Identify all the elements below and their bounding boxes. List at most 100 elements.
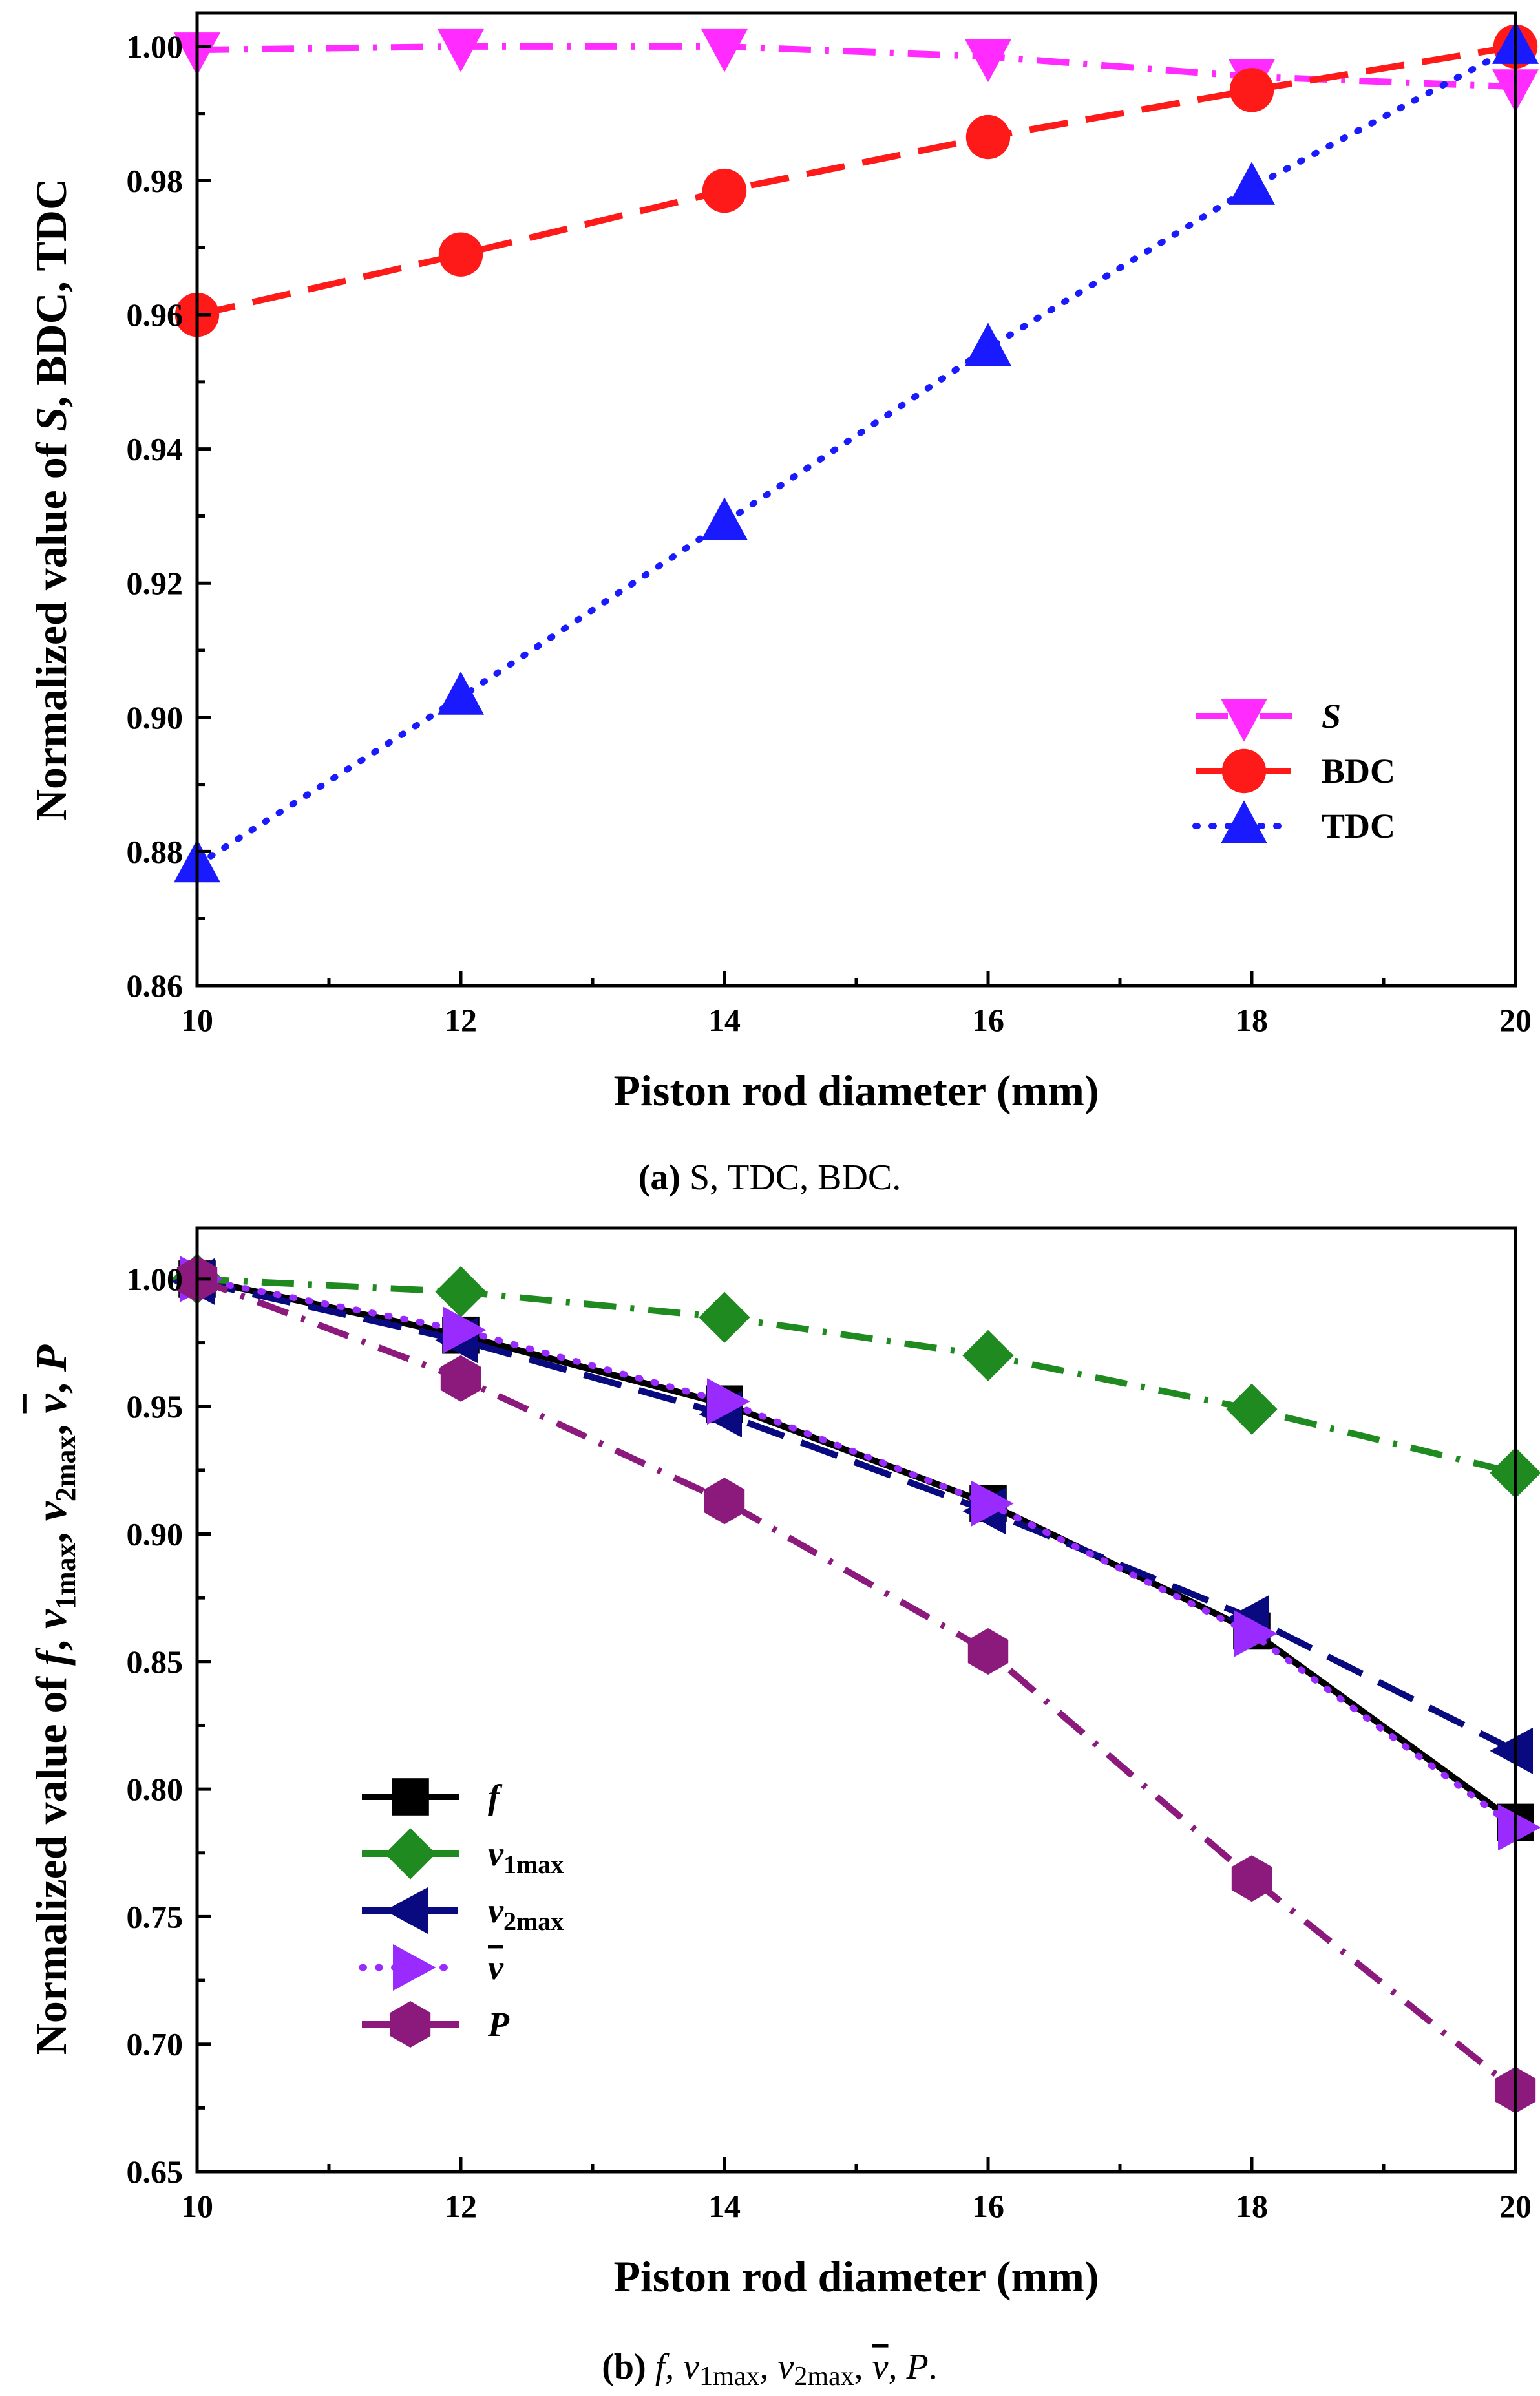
panel-b-series-v-bar-point	[971, 1480, 1014, 1527]
panel-a-series-tdc-point	[965, 323, 1011, 366]
panel-b-chart: 10 12 14 16 18 20 0.65 0.70 0.75 0.80 0.85 0.90 0.95…	[26, 1226, 1540, 2391]
panel-a-series-tdc-point	[1229, 162, 1275, 205]
panel-a-y-tick-label: 0.86	[127, 968, 184, 1004]
panel-b-legend-label: v	[488, 1948, 504, 1987]
panel-b-caption-part	[646, 2347, 655, 2387]
panel-b-series-v-bar-point	[1234, 1610, 1278, 1657]
panel-b-y-axis-title-part: P	[26, 1344, 76, 1372]
panel-b-caption-part: v	[683, 2347, 699, 2387]
panel-b-legend-entry: P	[362, 2001, 510, 2048]
panel-a-y-axis-title-part: , BDC, TDC	[26, 178, 76, 407]
panel-b-y-tick-label: 0.70	[127, 2026, 184, 2062]
panel-a-caption: (a) S, TDC, BDC.	[638, 1158, 902, 1198]
panel-a-series-bdc-point	[965, 114, 1011, 160]
panel-a-x-tick-label: 10	[181, 1002, 213, 1038]
panel-b-y-axis-title-part: ,	[26, 1629, 76, 1651]
panel-b-y-axis-title-part: 1max	[50, 1543, 81, 1609]
panel-b-y-tick-label: 1.00	[127, 1261, 184, 1297]
panel-a-y-tick-label: 0.88	[127, 833, 184, 869]
panel-b-y-axis-title-part: Normalized value of	[26, 1666, 76, 2055]
panel-b-legend-entry: v1max	[362, 1828, 564, 1880]
panel-b-x-tick-label: 14	[708, 2188, 741, 2224]
panel-b-y-tick-label: 0.90	[127, 1516, 184, 1553]
panel-a-legend-label-name: BDC	[1322, 752, 1395, 790]
panel-b-legend-marker	[385, 1828, 436, 1880]
panel-b-series-v1max-point	[962, 1330, 1014, 1381]
panel-b-legend-entry: f	[362, 1777, 503, 1816]
panel-b-legend-marker	[390, 2001, 431, 2048]
panel-b-caption-part: ,	[759, 2347, 777, 2387]
panel-a-legend-marker	[1221, 699, 1267, 742]
panel-a-y-tick-label: 0.90	[127, 699, 184, 736]
panel-a-x-tick-label: 14	[708, 1002, 741, 1038]
panel-b-series-v-bar-point	[443, 1306, 487, 1353]
panel-b-series-v1max-point	[1226, 1383, 1278, 1435]
panel-a-x-tick-label: 20	[1499, 1002, 1532, 1038]
panel-a-caption-text	[680, 1158, 690, 1198]
panel-b-caption-label: (b)	[602, 2347, 646, 2387]
panel-a-caption-text: S, TDC, BDC.	[690, 1158, 901, 1198]
panel-b-series-v-bar-line	[194, 1275, 1519, 1831]
panel-b-legend-label-name: f	[488, 1777, 503, 1816]
panel-a-legend-label: BDC	[1322, 752, 1395, 790]
panel-b-legend-label: f	[488, 1777, 503, 1816]
panel-a-legend: S BDC TDC	[1192, 697, 1395, 845]
panel-b-y-axis-title-part: ,	[26, 1413, 76, 1435]
panel-b-series-p-point	[704, 1478, 745, 1525]
panel-b-series-p-point	[967, 1628, 1009, 1675]
panel-a-series-s-line	[196, 43, 1516, 90]
panel-b-caption-part: v	[872, 2347, 889, 2387]
panel-a-legend-entry: BDC	[1196, 748, 1395, 794]
panel-a-y-tick-label: 0.96	[127, 297, 184, 333]
panel-a-y-axis-title-part: S	[26, 407, 76, 432]
panel-a-chart: 10 12 14 16 18 20 0.86 0.88 0.90 0.92 0.94 0.96 0.98…	[26, 11, 1539, 1198]
panel-b-series-v-bar-point	[707, 1378, 750, 1425]
panel-a-series-bdc-point	[702, 168, 747, 213]
panel-b-legend-label-name: v	[488, 1948, 504, 1987]
panel-b-x-tick-label: 10	[181, 2188, 213, 2224]
panel-a-legend-entry: S	[1196, 697, 1341, 742]
panel-a-y-axis-title: Normalized value of S, BDC, TDC	[26, 178, 76, 821]
panel-b-x-tick-label: 12	[445, 2188, 477, 2224]
panel-b-y-axis-title-part: v	[26, 1609, 76, 1629]
panel-a-series-tdc-point	[701, 497, 748, 540]
panel-b-legend-label: v1max	[488, 1834, 564, 1879]
panel-a-x-tick-label: 16	[972, 1002, 1004, 1038]
panel-b-caption-part: 2max	[794, 2362, 854, 2391]
panel-b-series-p-point	[440, 1355, 481, 1402]
panel-b-caption-part: P	[906, 2347, 929, 2387]
panel-a-legend-label: S	[1322, 697, 1341, 736]
panel-b-y-tick-label: 0.80	[127, 1771, 184, 1807]
panel-b-y-tick-label: 0.75	[127, 1898, 184, 1935]
panel-b-legend-label-subscript: 2max	[503, 1907, 564, 1936]
panel-a-series-bdc-point	[1229, 68, 1274, 112]
panel-b-series-p-line	[196, 1276, 1518, 2093]
panel-b-caption-part: 1max	[699, 2362, 759, 2391]
panel-a-legend-label-name: TDC	[1322, 807, 1395, 845]
panel-b-series-v2max-line	[196, 1278, 1517, 1754]
panel-b-x-tick-label: 18	[1236, 2188, 1268, 2224]
panel-a-series-tdc-point	[438, 672, 484, 715]
panel-a-x-tick-label: 12	[445, 1002, 477, 1038]
panel-b-x-tick-label: 20	[1499, 2188, 1532, 2224]
panel-b-ticks: 10 12 14 16 18 20 0.65 0.70 0.75 0.80 0.85 0.90 0.95…	[127, 1261, 1532, 2224]
panel-b-x-tick-label: 16	[972, 2188, 1004, 2224]
panel-a-legend-entry: TDC	[1192, 800, 1395, 845]
panel-a-series-s-point	[438, 28, 484, 72]
panel-a-series-s-point	[701, 28, 748, 72]
panel-b-series-v1max-line	[196, 1275, 1517, 1476]
panel-a-series-bdc-point	[438, 232, 483, 277]
panel-b-legend-label-name: v	[488, 1891, 504, 1930]
panel-b-series-p	[176, 1255, 1536, 2114]
panel-b-y-axis-title-part: ,	[26, 1372, 76, 1394]
panel-b-series-v1max-point	[699, 1291, 750, 1343]
panel-b-y-axis-title: Normalized value of f, v1max, v2max, v, …	[26, 1344, 81, 2055]
panel-b-legend-label: P	[487, 2005, 510, 2044]
panel-b-y-axis-title-part: v	[26, 1393, 76, 1413]
panel-a-y-tick-label: 0.94	[127, 431, 184, 467]
panel-a-y-tick-label: 0.92	[127, 565, 184, 601]
panel-b-caption-part: v	[777, 2347, 794, 2387]
